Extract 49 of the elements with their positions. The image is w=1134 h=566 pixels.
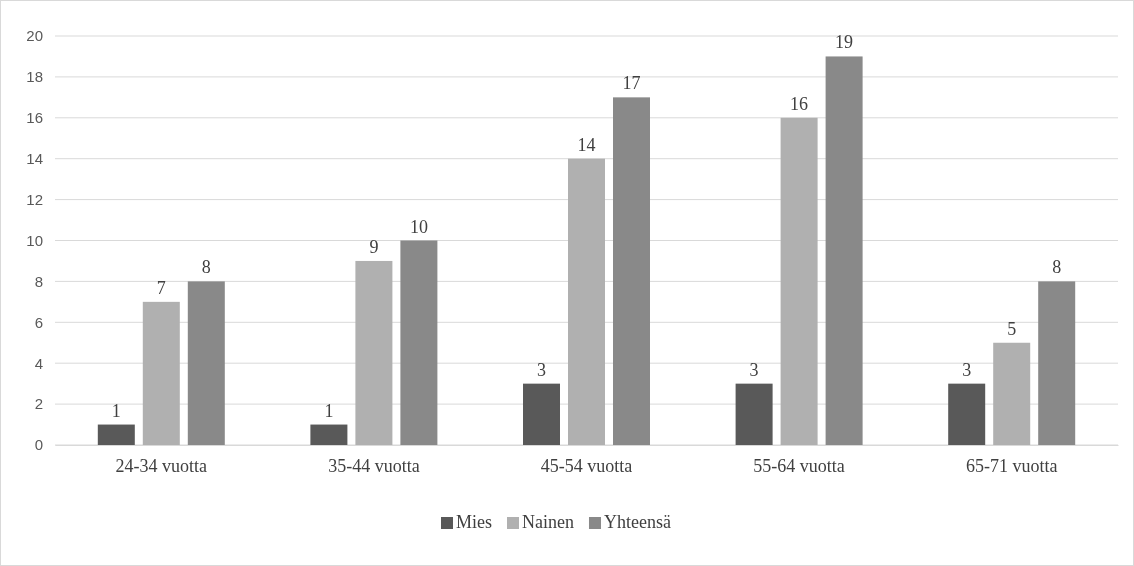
- data-label: 8: [201, 257, 211, 278]
- data-label: 14: [577, 134, 596, 155]
- bar: [613, 97, 650, 445]
- y-tick-label: 8: [34, 272, 43, 290]
- bar: [97, 424, 135, 445]
- y-tick-label: 20: [26, 27, 43, 45]
- data-label: 9: [369, 236, 379, 257]
- data-label: 5: [1007, 318, 1017, 339]
- data-label: 19: [835, 32, 854, 53]
- data-label: 8: [1052, 257, 1062, 278]
- bar: [523, 383, 560, 445]
- data-label: 1: [111, 400, 121, 421]
- x-tick-label: 65-71 vuotta: [965, 455, 1058, 476]
- x-tick-label: 45-54 vuotta: [540, 455, 633, 476]
- bar: [355, 260, 393, 445]
- bar: [187, 281, 225, 445]
- bar: [310, 424, 348, 445]
- x-tick-label: 24-34 vuotta: [115, 455, 208, 476]
- data-label: 1: [324, 400, 334, 421]
- data-label: 7: [156, 277, 166, 298]
- bar: [568, 158, 605, 445]
- y-tick-label: 16: [26, 109, 43, 127]
- y-tick-label: 6: [34, 313, 43, 331]
- bar: [400, 240, 438, 445]
- bar: [825, 56, 863, 445]
- y-tick-label: 4: [34, 354, 43, 372]
- y-tick-label: 0: [34, 436, 43, 454]
- y-tick-label: 14: [26, 150, 43, 167]
- y-tick-label: 2: [34, 395, 43, 413]
- data-label: 10: [409, 216, 428, 237]
- data-label: 16: [790, 93, 809, 114]
- y-tick-label: 18: [26, 68, 43, 86]
- bar: [993, 342, 1031, 445]
- bar: [948, 383, 986, 445]
- bar: [142, 301, 180, 445]
- data-label: 3: [537, 359, 546, 380]
- data-label: 3: [962, 359, 972, 380]
- x-tick-label: 55-64 vuotta: [753, 455, 845, 476]
- legend-label: Mies: [456, 512, 492, 532]
- legend-label: Yhteensä: [603, 512, 671, 532]
- legend-label: Nainen: [522, 512, 574, 532]
- bar: [1038, 281, 1076, 445]
- data-label: 17: [622, 73, 641, 94]
- y-tick-label: 12: [26, 190, 43, 208]
- y-tick-label: 10: [26, 231, 43, 249]
- x-tick-label: 35-44 vuotta: [328, 455, 420, 476]
- bar: [780, 117, 818, 445]
- data-label: 3: [749, 359, 759, 380]
- bar: [735, 383, 773, 445]
